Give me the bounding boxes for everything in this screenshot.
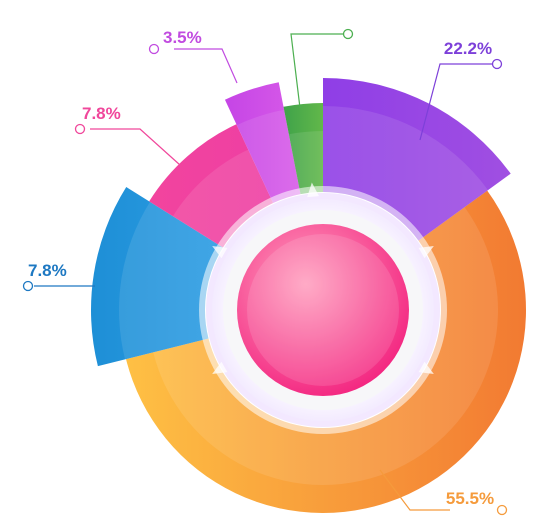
pie-slices — [90, 78, 526, 514]
ring-marker-4 — [418, 246, 434, 259]
leader-dot — [491, 58, 503, 70]
leader-line — [90, 128, 181, 166]
slice-inner-band — [153, 207, 499, 485]
slice-inner-band — [236, 109, 301, 204]
slice-inner-band — [323, 106, 489, 241]
leader-line — [174, 48, 238, 84]
center-core-highlight — [247, 234, 399, 386]
leader-line — [290, 33, 348, 109]
leader-line — [379, 469, 450, 511]
data-label: 3.5% — [163, 28, 202, 47]
slice-inner-band — [288, 131, 323, 195]
data-label: 55.5% — [446, 489, 494, 508]
data-labels: 3.5% 7.8% 7.8% 22.2% 55.5% — [22, 28, 508, 516]
leader-line — [419, 63, 495, 141]
ring-marker-3 — [212, 361, 228, 374]
center-core — [199, 182, 447, 434]
data-label: 7.8% — [82, 104, 121, 123]
leader-dot — [22, 280, 34, 292]
ring-marker-0 — [307, 182, 320, 198]
ring-marker-2 — [418, 361, 434, 374]
slice-inner-band — [172, 149, 274, 248]
leader-dot — [496, 504, 508, 516]
slice-left — [90, 187, 223, 367]
ring-marker-1 — [212, 246, 228, 259]
slice-top — [224, 82, 301, 204]
leader-dot — [148, 43, 160, 55]
slice-inner-band — [118, 201, 223, 360]
leader-dot — [74, 123, 86, 135]
slice-bottom — [126, 190, 526, 514]
data-label: 7.8% — [28, 261, 67, 280]
slice-bottom-right — [283, 103, 323, 195]
center-core-disc — [237, 224, 409, 396]
leader-dot — [342, 28, 354, 40]
data-label: 22.2% — [444, 39, 492, 58]
